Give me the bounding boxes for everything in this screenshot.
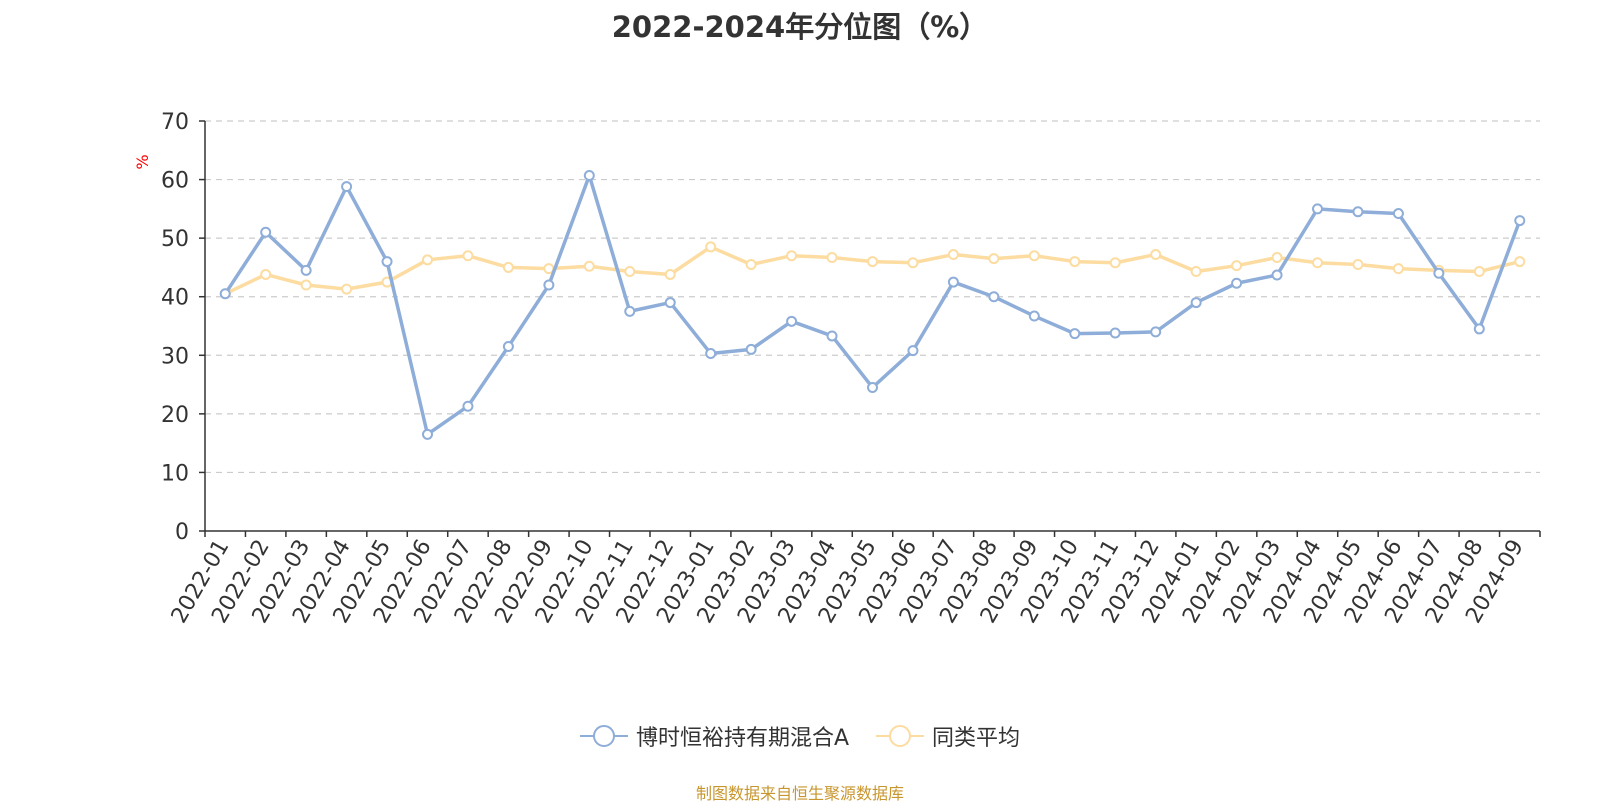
data-point [462, 250, 474, 262]
data-point [583, 260, 595, 272]
data-point [867, 256, 878, 268]
data-point [1392, 208, 1404, 220]
y-tick-label: 50 [161, 227, 189, 252]
data-point [1069, 328, 1081, 340]
legend-marker-icon [579, 724, 628, 748]
legend-label-average: 同类平均 [932, 726, 1021, 751]
data-point [988, 291, 1000, 303]
data-point [664, 297, 676, 309]
legend: 博时恒裕持有期混合A 同类平均 [0, 720, 1600, 754]
data-point [1433, 267, 1445, 279]
source-note: 制图数据来自恒生聚源数据库 [695, 784, 904, 803]
y-tick-label: 0 [175, 520, 189, 545]
data-point [1231, 260, 1243, 272]
data-point [1069, 256, 1081, 268]
data-point [1109, 257, 1121, 269]
data-point [947, 276, 959, 288]
data-point [1150, 326, 1162, 338]
data-point [341, 181, 353, 193]
data-point [705, 348, 717, 360]
y-tick-label: 10 [161, 461, 189, 486]
data-point [867, 382, 878, 393]
data-point [1352, 259, 1364, 270]
data-point [1352, 206, 1364, 218]
y-tick-label: 30 [161, 344, 189, 369]
data-point [583, 169, 595, 181]
data-point [341, 283, 353, 295]
data-point [745, 343, 757, 355]
data-point [381, 256, 393, 268]
chart-title: 2022-2024年分位图（%） [611, 10, 989, 44]
data-point [1231, 277, 1243, 289]
data-point [1473, 266, 1485, 278]
data-point [947, 249, 959, 261]
data-point [543, 279, 555, 291]
data-point [705, 241, 717, 253]
data-point [1271, 269, 1283, 281]
data-point [219, 288, 231, 300]
data-point [826, 251, 838, 263]
y-tick-label: 20 [161, 403, 189, 428]
data-point [1028, 250, 1040, 262]
y-tick-label: 60 [161, 169, 189, 194]
data-point [502, 261, 514, 273]
data-point [1150, 249, 1162, 261]
data-point [1190, 297, 1202, 309]
y-tick-label: 70 [161, 110, 189, 135]
data-point [1190, 266, 1202, 278]
legend-marker-icon [876, 724, 925, 748]
series-line-0 [223, 173, 1522, 437]
data-point [1312, 257, 1323, 269]
data-point [502, 341, 514, 352]
data-point [422, 428, 433, 440]
grid-lines [205, 120, 1540, 474]
data-point [300, 279, 312, 291]
series-lines [219, 169, 1526, 440]
data-point [1514, 215, 1526, 227]
data-point [1312, 203, 1323, 215]
data-point [1514, 256, 1526, 268]
data-point [1028, 310, 1040, 322]
data-point [624, 266, 636, 278]
data-point [988, 253, 1000, 265]
data-point [1392, 263, 1404, 275]
legend-item-fund[interactable]: 博时恒裕持有期混合A [579, 720, 850, 752]
data-point [664, 268, 676, 280]
data-point [260, 226, 272, 238]
axes: 0102030405060702022-012022-022022-032022… [161, 110, 1541, 628]
data-point [422, 254, 433, 266]
data-point [1473, 323, 1485, 335]
data-point [462, 400, 474, 412]
data-point [300, 264, 312, 276]
data-point [624, 305, 636, 317]
data-point [786, 315, 798, 327]
y-tick-label: 40 [161, 286, 189, 311]
data-point [1271, 251, 1283, 263]
data-point [907, 345, 919, 357]
data-point [260, 268, 272, 280]
legend-label-fund: 博时恒裕持有期混合A [635, 726, 850, 751]
data-point [907, 257, 919, 269]
y-axis-label: % [133, 154, 152, 169]
data-point [826, 330, 838, 342]
legend-item-average[interactable]: 同类平均 [876, 720, 1020, 752]
data-point [1109, 327, 1121, 339]
data-point [745, 259, 757, 270]
data-point [786, 250, 798, 262]
series-line-1 [223, 245, 1522, 296]
